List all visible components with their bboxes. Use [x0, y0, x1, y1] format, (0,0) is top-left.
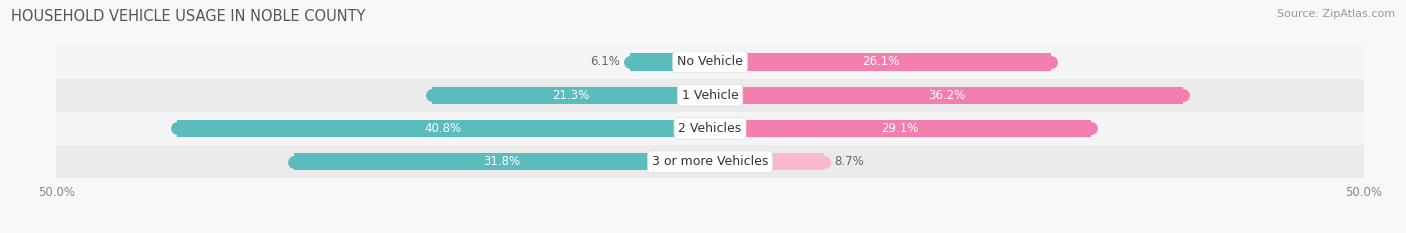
Bar: [56, 79, 1364, 112]
Bar: [56, 145, 1364, 178]
Bar: [710, 86, 1184, 104]
Bar: [710, 53, 1052, 71]
Text: Source: ZipAtlas.com: Source: ZipAtlas.com: [1277, 9, 1395, 19]
Text: 3 or more Vehicles: 3 or more Vehicles: [652, 155, 768, 168]
Text: No Vehicle: No Vehicle: [678, 55, 742, 69]
Text: 8.7%: 8.7%: [834, 155, 865, 168]
Text: 21.3%: 21.3%: [553, 89, 589, 102]
Bar: [56, 45, 1364, 79]
Legend: Owner-occupied, Renter-occupied: Owner-occupied, Renter-occupied: [585, 230, 835, 233]
Bar: [710, 153, 824, 170]
Text: 29.1%: 29.1%: [882, 122, 920, 135]
Bar: [630, 53, 710, 71]
Bar: [294, 153, 710, 170]
Text: HOUSEHOLD VEHICLE USAGE IN NOBLE COUNTY: HOUSEHOLD VEHICLE USAGE IN NOBLE COUNTY: [11, 9, 366, 24]
Text: 26.1%: 26.1%: [862, 55, 900, 69]
Text: 31.8%: 31.8%: [484, 155, 520, 168]
Bar: [432, 86, 710, 104]
Text: 1 Vehicle: 1 Vehicle: [682, 89, 738, 102]
Text: 6.1%: 6.1%: [591, 55, 620, 69]
Bar: [710, 120, 1091, 137]
Text: 36.2%: 36.2%: [928, 89, 966, 102]
Text: 40.8%: 40.8%: [425, 122, 461, 135]
Bar: [177, 120, 710, 137]
Bar: [56, 112, 1364, 145]
Text: 2 Vehicles: 2 Vehicles: [679, 122, 741, 135]
